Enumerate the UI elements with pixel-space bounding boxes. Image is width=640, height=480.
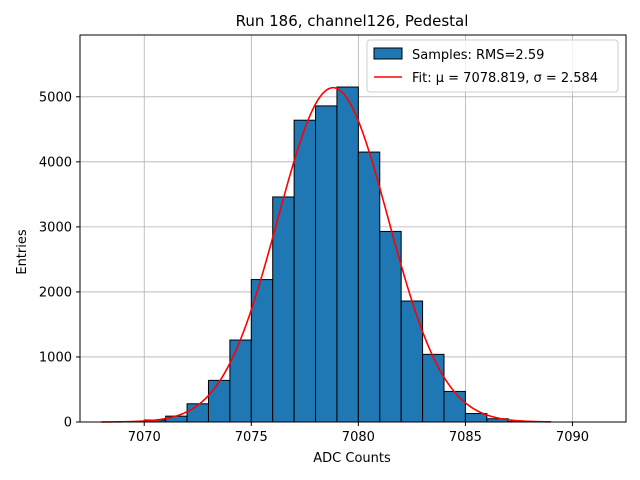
- x-tick-label: 7080: [342, 430, 375, 445]
- x-tick-label: 7085: [449, 430, 482, 445]
- y-tick-label: 5000: [39, 90, 72, 105]
- histogram-bar: [165, 415, 188, 423]
- histogram-bar: [379, 230, 402, 423]
- histogram-bar: [186, 403, 209, 423]
- histogram-bar: [357, 151, 381, 423]
- histogram-bar: [443, 390, 466, 423]
- legend-fit-label: Fit: μ = 7078.819, σ = 2.584: [412, 71, 598, 86]
- histogram-bar: [422, 353, 445, 423]
- axis-ticks: 7070 7075 7080 7085 7090 0 1000 2000 3000 4000 500…: [39, 90, 589, 445]
- legend-histogram-swatch: [373, 47, 403, 60]
- histogram-bar: [207, 379, 231, 423]
- legend-box: [366, 39, 619, 93]
- histogram-bar: [464, 413, 488, 423]
- histogram-bar: [229, 339, 252, 423]
- y-tick-label: 0: [64, 416, 72, 431]
- x-tick-label: 7090: [556, 430, 589, 445]
- histogram-bar: [315, 105, 338, 423]
- histogram-bars: [122, 86, 531, 423]
- x-tick-label: 7070: [128, 430, 161, 445]
- fit-curve: [101, 86, 552, 423]
- histogram-bar: [400, 300, 424, 423]
- plot-frame: [79, 34, 627, 423]
- y-axis-label: Entries: [15, 229, 30, 275]
- x-axis-label: ADC Counts: [313, 451, 391, 466]
- histogram-bar: [336, 86, 359, 423]
- y-tick-label: 1000: [39, 350, 72, 365]
- chart-title: Run 186, channel126, Pedestal: [236, 12, 469, 30]
- fit-curve-layer: [101, 86, 552, 423]
- legend-histogram-label: Samples: RMS=2.59: [412, 48, 544, 63]
- y-tick-label: 2000: [39, 285, 72, 300]
- histogram-bar: [272, 196, 295, 423]
- y-tick-label: 4000: [39, 155, 72, 170]
- legend: Samples: RMS=2.59 Fit: μ = 7078.819, σ =…: [366, 39, 619, 93]
- y-tick-label: 3000: [39, 220, 72, 235]
- x-tick-label: 7075: [235, 430, 268, 445]
- histogram-bar: [293, 119, 317, 423]
